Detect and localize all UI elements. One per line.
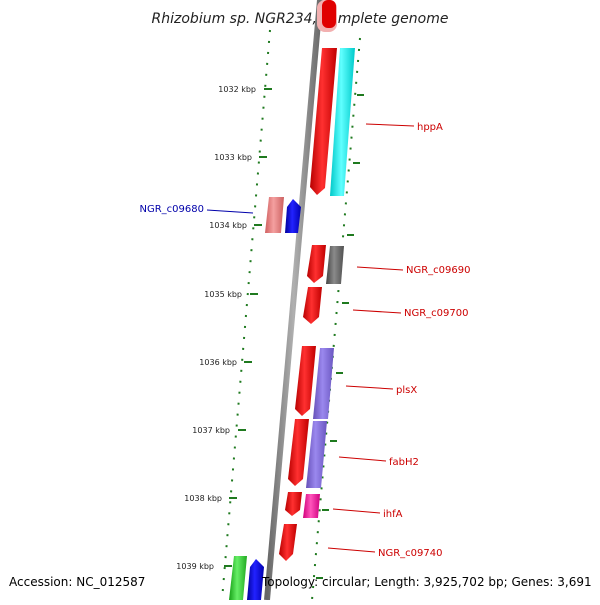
gene-label-fabH2[interactable]: fabH2 [389, 457, 419, 468]
gene-arrow[interactable] [303, 287, 322, 324]
gene-arrow[interactable] [295, 346, 316, 416]
tick-label: 1034 kbp [209, 221, 247, 230]
leader-line [338, 456, 387, 462]
gene-fabH2[interactable] [288, 419, 327, 488]
gene-label-NGR_c09680[interactable]: NGR_c09680 [140, 204, 205, 215]
gene-label-NGR_c09700[interactable]: NGR_c09700 [404, 308, 469, 319]
tick-label: 1039 kbp [176, 562, 214, 571]
leader-line [356, 266, 404, 271]
tick-label: 1036 kbp [199, 358, 237, 367]
gene-NGR_c09740[interactable] [279, 524, 297, 561]
gene-arrow[interactable] [247, 559, 264, 600]
ruler-labels: 1032 kbp 1033 kbp 1034 kbp 1035 kbp 1036… [176, 85, 256, 571]
leader-line [352, 309, 402, 314]
gene-NGR_c09700[interactable] [303, 287, 322, 324]
gene-track-block[interactable] [229, 556, 247, 600]
leader-line [345, 385, 394, 390]
gene-track-block[interactable] [313, 348, 334, 419]
gene-arrow[interactable] [285, 492, 302, 516]
gene-track-block[interactable] [306, 421, 327, 488]
gene-labels: hppA NGR_c09680 NGR_c09690 NGR_c09700 pl… [140, 122, 471, 559]
tick-label: 1032 kbp [218, 85, 256, 94]
genome-title: Rhizobium sp. NGR234, complete genome [152, 11, 449, 27]
gene-track-block[interactable] [265, 197, 284, 233]
gene-track-block[interactable] [330, 48, 355, 196]
gene-arrow[interactable] [310, 48, 337, 195]
gene-track-block[interactable] [326, 246, 344, 284]
tick-label: 1033 kbp [214, 153, 252, 162]
gene-ihfA[interactable] [285, 492, 320, 518]
gene-label-hppA[interactable]: hppA [417, 122, 443, 133]
genome-summary-text: Topology: circular; Length: 3,925,702 bp… [261, 575, 592, 589]
gene-downstream-features[interactable] [229, 556, 264, 600]
gene-label-ihfA[interactable]: ihfA [383, 509, 403, 520]
gene-arrow[interactable] [285, 199, 301, 233]
gene-label-NGR_c09740[interactable]: NGR_c09740 [378, 548, 443, 559]
gene-label-NGR_c09690[interactable]: NGR_c09690 [406, 265, 471, 276]
accession-text: Accession: NC_012587 [9, 575, 145, 589]
gene-arrow[interactable] [307, 245, 326, 283]
tick-label: 1038 kbp [184, 494, 222, 503]
gene-plsX[interactable] [295, 346, 334, 419]
leader-line [332, 508, 381, 514]
label-leaders [206, 123, 415, 553]
gene-NGR_c09680[interactable] [265, 197, 301, 233]
gene-NGR_c09690[interactable] [307, 245, 344, 284]
leader-line [365, 123, 415, 127]
ruler-dotted-line [221, 29, 271, 601]
gene-arrow[interactable] [288, 419, 309, 486]
leader-line [206, 209, 254, 214]
gene-label-plsX[interactable]: plsX [396, 385, 417, 396]
gene-arrow[interactable] [279, 524, 297, 561]
gene-hppA[interactable] [310, 48, 355, 196]
leader-line [327, 547, 376, 553]
genome-backbone [264, 0, 323, 601]
ruler-ticks [224, 88, 364, 579]
gene-upstream-fragment-core [322, 0, 336, 28]
tick-label: 1035 kbp [204, 290, 242, 299]
tick-label: 1037 kbp [192, 426, 230, 435]
gene-track-block[interactable] [303, 494, 320, 518]
